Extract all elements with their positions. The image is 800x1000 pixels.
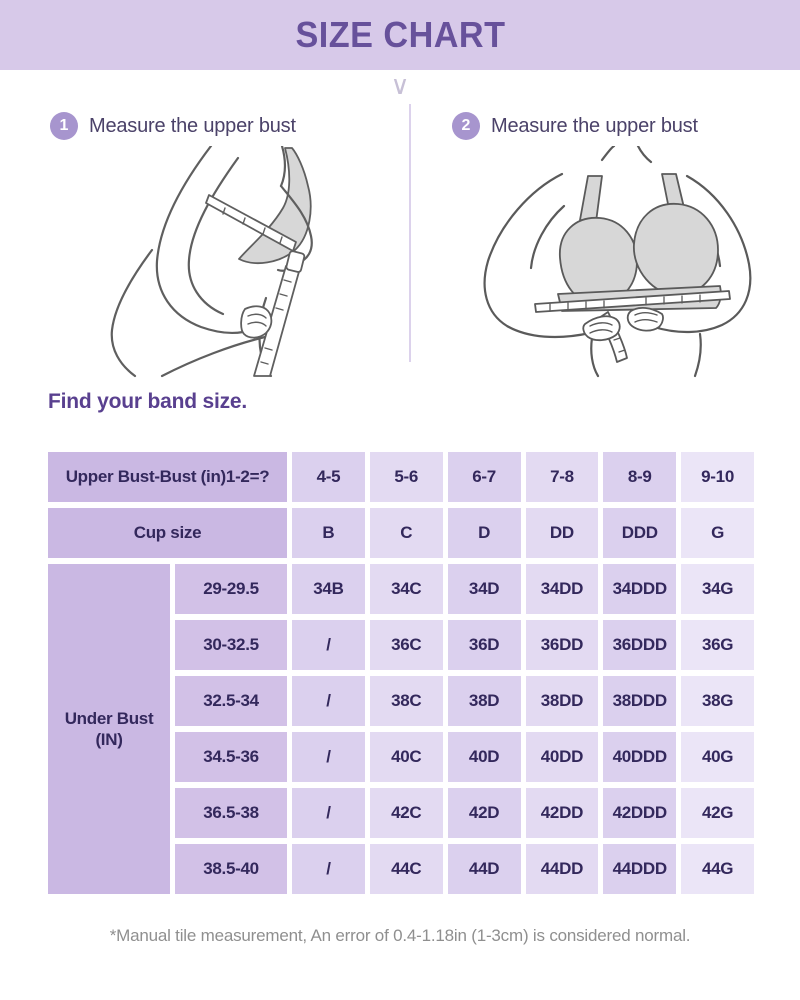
bra-size-cell: 38DDD <box>603 676 677 726</box>
diff-value-cell: 9-10 <box>681 452 754 502</box>
band-range-cell: 38.5-40 <box>175 844 287 894</box>
bra-size-cell: 40D <box>447 732 521 782</box>
bra-size-cell: 42G <box>681 788 754 838</box>
vertical-divider <box>409 104 411 362</box>
bra-size-cell: 44C <box>369 844 443 894</box>
bra-size-cell: 40DD <box>525 732 599 782</box>
cup-value-cell: B <box>292 508 365 558</box>
cup-value-cell: D <box>447 508 521 558</box>
size-table: Upper Bust-Bust (in)1-2=? 4-5 5-6 6-7 7-8 8-9… <box>48 452 754 894</box>
diff-value-cell: 5-6 <box>369 452 443 502</box>
bra-size-cell: 36DDD <box>603 620 677 670</box>
bra-size-cell: / <box>292 732 365 782</box>
diff-value-cell: 4-5 <box>292 452 365 502</box>
bra-size-cell: 44DDD <box>603 844 677 894</box>
bra-size-cell: 44DD <box>525 844 599 894</box>
bra-size-cell: 40C <box>369 732 443 782</box>
cup-value-cell: C <box>369 508 443 558</box>
diff-value-cell: 6-7 <box>447 452 521 502</box>
band-range-cell: 34.5-36 <box>175 732 287 782</box>
step-2: 2 Measure the upper bust <box>452 112 698 140</box>
chevron-down-icon: ∨ <box>390 70 410 100</box>
bra-size-cell: 42DD <box>525 788 599 838</box>
bra-size-cell: 38C <box>369 676 443 726</box>
bra-size-cell: 36G <box>681 620 754 670</box>
step-1-label: Measure the upper bust <box>89 114 296 137</box>
bra-size-cell: 42D <box>447 788 521 838</box>
bra-size-cell: 42C <box>369 788 443 838</box>
bra-size-cell: 38G <box>681 676 754 726</box>
bra-size-cell: / <box>292 620 365 670</box>
band-range-cell: 36.5-38 <box>175 788 287 838</box>
band-range-cell: 29-29.5 <box>175 564 287 614</box>
bra-size-cell: 34B <box>292 564 365 614</box>
bra-size-cell: 34G <box>681 564 754 614</box>
bra-size-cell: 40DDD <box>603 732 677 782</box>
footnote: *Manual tile measurement, An error of 0.… <box>109 926 691 945</box>
step-1: 1 Measure the upper bust <box>50 112 296 140</box>
cup-value-cell: G <box>681 508 754 558</box>
bra-size-cell: / <box>292 676 365 726</box>
step-1-number-badge: 1 <box>50 112 78 140</box>
step-2-label: Measure the upper bust <box>491 114 698 137</box>
bra-size-cell: 34DDD <box>603 564 677 614</box>
band-range-cell: 30-32.5 <box>175 620 287 670</box>
cup-value-cell: DD <box>525 508 599 558</box>
bra-size-cell: / <box>292 844 365 894</box>
bra-size-cell: 34DD <box>525 564 599 614</box>
bra-size-cell: 34D <box>447 564 521 614</box>
diff-value-cell: 7-8 <box>525 452 599 502</box>
bra-size-cell: 38DD <box>525 676 599 726</box>
under-bust-header: Under Bust (IN) <box>48 564 170 894</box>
step-2-number-badge: 2 <box>452 112 480 140</box>
bra-size-cell: 40G <box>681 732 754 782</box>
section-title: Find your band size. <box>48 390 248 413</box>
diff-row-header: Upper Bust-Bust (in)1-2=? <box>48 452 287 502</box>
bra-size-cell: / <box>292 788 365 838</box>
page-title: SIZE CHART <box>295 14 505 55</box>
bra-size-cell: 44D <box>447 844 521 894</box>
bra-size-cell: 38D <box>447 676 521 726</box>
header-band: SIZE CHART <box>0 0 800 70</box>
cup-row-header: Cup size <box>48 508 287 558</box>
measure-upper-bust-illustration <box>110 146 313 378</box>
bra-size-cell: 34C <box>369 564 443 614</box>
band-range-cell: 32.5-34 <box>175 676 287 726</box>
diff-value-cell: 8-9 <box>603 452 677 502</box>
bra-size-cell: 44G <box>681 844 754 894</box>
bra-size-cell: 36D <box>447 620 521 670</box>
bra-size-cell: 42DDD <box>603 788 677 838</box>
bra-size-cell: 36C <box>369 620 443 670</box>
measure-under-bust-illustration <box>483 146 752 378</box>
cup-value-cell: DDD <box>603 508 677 558</box>
bra-size-cell: 36DD <box>525 620 599 670</box>
